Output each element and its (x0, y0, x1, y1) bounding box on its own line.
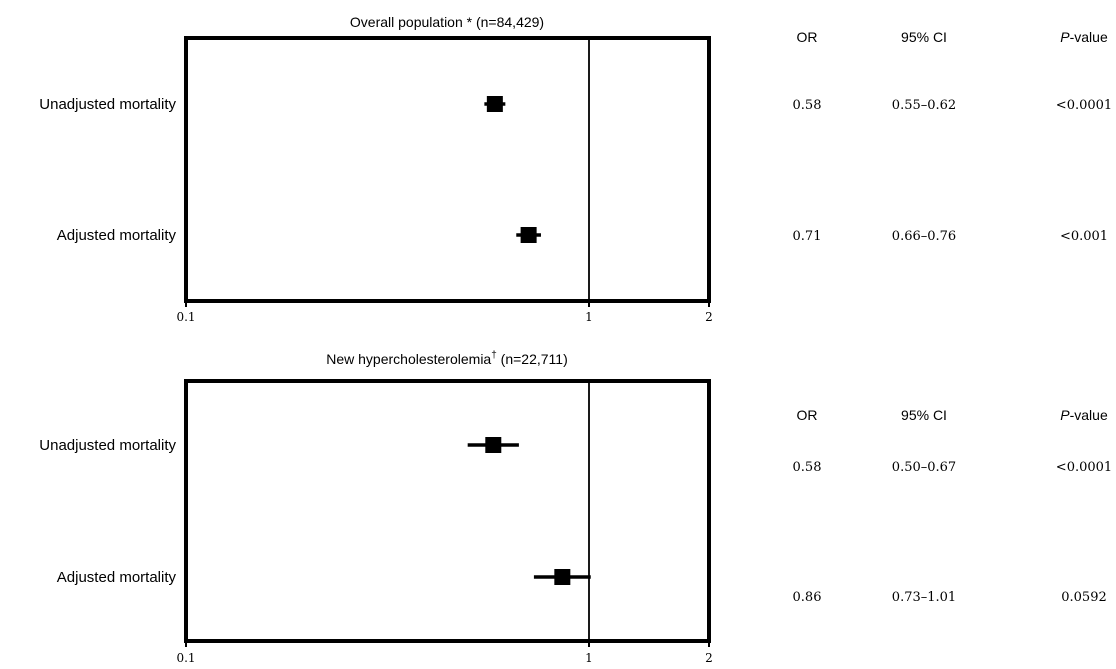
panel1-ci-value-0: 0.55–0.62 (892, 98, 956, 113)
panel2-row-label-1: Adjusted mortality (57, 569, 177, 586)
panel2-or-value-1: 0.86 (793, 590, 822, 605)
panel2-or-value-0: 0.58 (793, 460, 822, 475)
panel2-point-estimate-1 (554, 569, 571, 585)
panel2-p-value-0: <0.0001 (1056, 460, 1112, 475)
panel1-x-tick-label-0: 0.1 (176, 310, 195, 324)
panel1-title: Overall population * (n=84,429) (350, 14, 544, 30)
panel2-x-tick-label-2: 2 (705, 651, 713, 665)
panel1-column-header-2: P-value (1060, 29, 1108, 45)
panel2-x-tick-label-0: 0.1 (176, 651, 195, 665)
panel1-or-value-0: 0.58 (793, 98, 822, 113)
panel1-row-label-1: Adjusted mortality (57, 227, 177, 244)
panel1-column-header-1: 95% CI (901, 29, 947, 45)
panel1-p-value-0: <0.0001 (1056, 98, 1112, 113)
panel1-or-value-1: 0.71 (793, 229, 822, 244)
panel1-column-header-0: OR (797, 29, 818, 45)
panel2-point-estimate-0 (485, 437, 502, 453)
panel1-x-tick-label-1: 1 (585, 310, 593, 324)
panel1-point-estimate-0 (486, 96, 503, 112)
panel2-row-label-0: Unadjusted mortality (39, 437, 176, 454)
panel1-row-label-0: Unadjusted mortality (39, 96, 176, 113)
panel2-column-header-0: OR (797, 407, 818, 423)
panel1-plot-frame (184, 36, 711, 303)
panel2-column-header-2: P-value (1060, 407, 1108, 423)
panel2-plot-frame (184, 379, 711, 643)
panel2-title: New hypercholesterolemia† (n=22,711) (326, 350, 568, 367)
panel1-x-tick-label-2: 2 (705, 310, 713, 324)
panel2-ci-value-1: 0.73–1.01 (892, 590, 956, 605)
panel1-p-value-1: <0.001 (1060, 229, 1108, 244)
panel2-ci-value-0: 0.50–0.67 (892, 460, 956, 475)
panel2-x-tick-label-1: 1 (585, 651, 593, 665)
panel1-ci-value-1: 0.66–0.76 (892, 229, 956, 244)
panel2-column-header-1: 95% CI (901, 407, 947, 423)
panel2-p-value-1: 0.0592 (1061, 590, 1107, 605)
panel1-point-estimate-1 (520, 227, 537, 243)
